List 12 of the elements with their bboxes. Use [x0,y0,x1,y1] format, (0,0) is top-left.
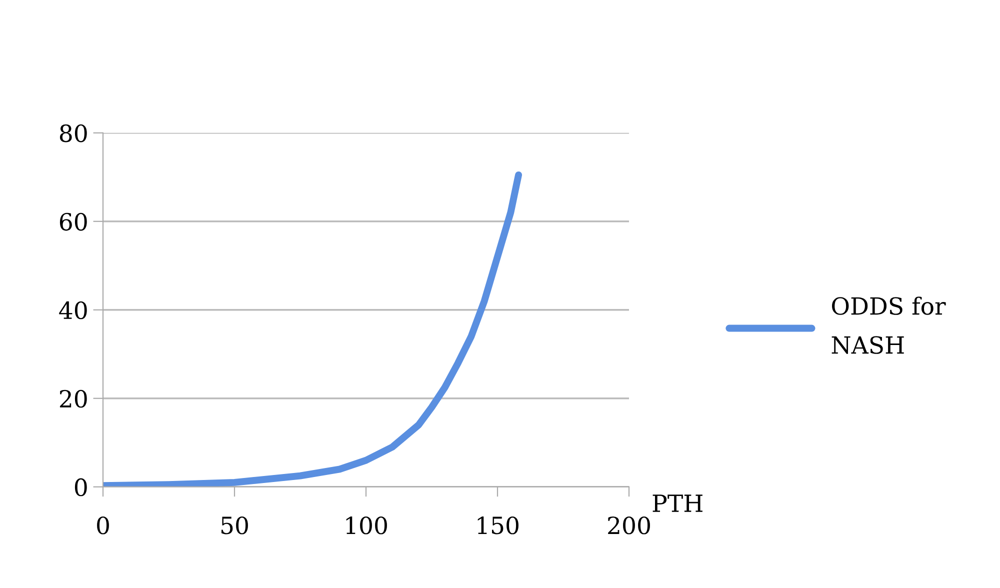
x-tick-label: 150 [478,516,518,534]
x-tick-label: 200 [608,516,650,534]
x-tick-label: 0 [97,516,109,534]
x-tick-label: 50 [221,516,248,534]
y-tick-label: 20 [60,390,87,408]
x-tick-label: 100 [346,516,387,534]
y-tick-label: 0 [74,478,87,496]
x-axis-title: PTH [652,494,702,512]
legend-label: ODDS for NASH [832,296,946,354]
y-tick-label: 60 [60,212,87,231]
y-tick-label: 80 [60,124,87,142]
y-tick-label: 40 [59,301,87,320]
